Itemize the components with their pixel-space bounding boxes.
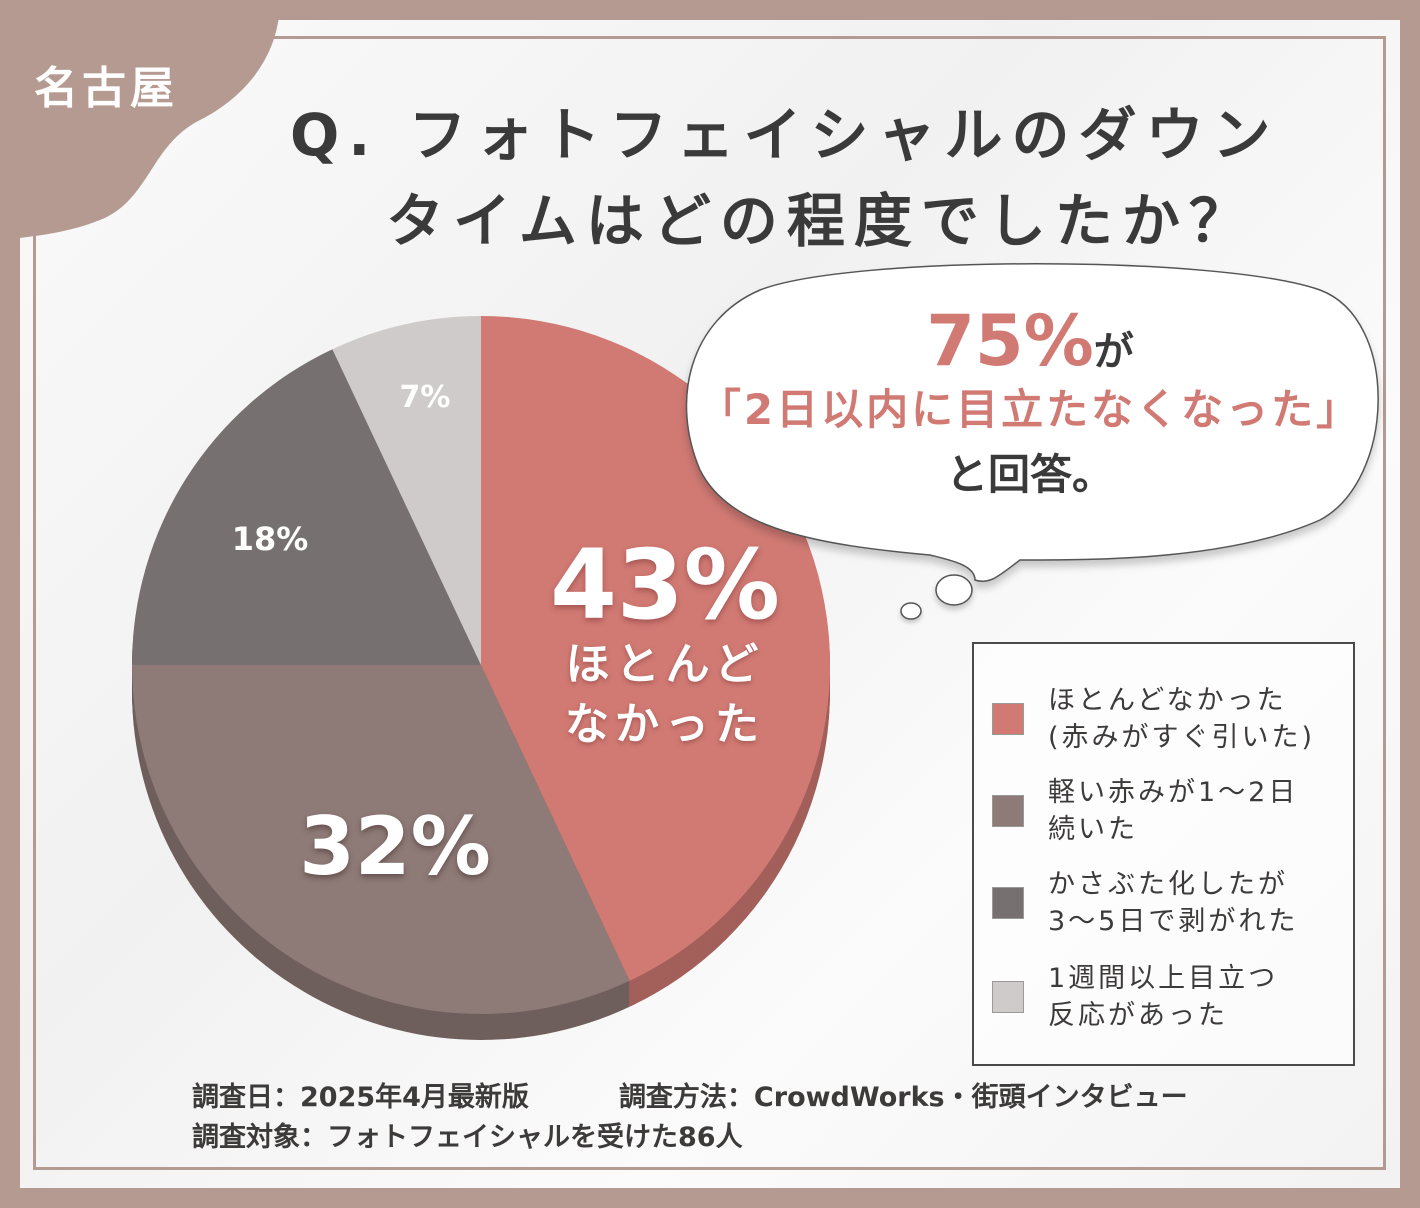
callout-answer: と回答。	[945, 450, 1114, 499]
slice-label-7: 7%	[399, 380, 451, 415]
slice-inner-label-43: ほとんど なかった	[565, 639, 765, 750]
legend-swatch	[992, 981, 1024, 1013]
survey-date: 調査日：2025年4月最新版	[192, 1082, 529, 1113]
survey-method: 調査方法：CrowdWorks・街頭インタビュー	[618, 1082, 1188, 1113]
slice-label-32: 32%	[299, 800, 491, 893]
legend-label: 軽い赤みが1〜2日 続いた	[1048, 777, 1299, 845]
legend-label: ほとんどなかった (赤みがすぐ引いた)	[1048, 685, 1316, 753]
slice-percent-43: 43%	[550, 529, 780, 641]
title-line-2: タイムはどの程度でしたか？	[386, 187, 1256, 255]
legend-label: かさぶた化したが 3〜5日で剥がれた	[1048, 869, 1299, 937]
legend-swatch	[992, 887, 1024, 919]
city-badge: 名古屋	[34, 63, 178, 114]
legend-item: 1週間以上目立つ 反応があった	[992, 960, 1278, 1034]
pie-slice-32	[132, 665, 630, 1015]
slice-label-43: 43% ほとんど なかった	[540, 535, 790, 755]
legend-label: 1週間以上目立つ 反応があった	[1048, 963, 1279, 1031]
city-badge-shape	[0, 0, 280, 240]
survey-target: 調査対象：フォトフェイシャルを受けた86人	[192, 1122, 743, 1153]
legend-item: かさぶた化したが 3〜5日で剥がれた	[992, 866, 1298, 940]
slice-label-18: 18%	[231, 520, 309, 558]
callout-quote: 「2日以内に目立たなくなった」	[698, 385, 1362, 434]
survey-info: 調査日：2025年4月最新版 調査方法：CrowdWorks・街頭インタビュー 調…	[192, 1078, 1278, 1158]
legend: ほとんどなかった (赤みがすぐ引いた) 軽い赤みが1〜2日 続いた かさぶた化し…	[972, 642, 1355, 1066]
legend-item: 軽い赤みが1〜2日 続いた	[992, 774, 1298, 848]
title-line-1: Q. フォトフェイシャルのダウン	[290, 101, 1280, 169]
callout-percent: 75%	[926, 300, 1094, 382]
frame-border	[33, 36, 1386, 1170]
page-title: Q. フォトフェイシャルのダウン タイムはどの程度でしたか？	[290, 92, 1280, 264]
legend-swatch	[992, 703, 1024, 735]
pie-slice-7	[332, 316, 481, 665]
pie-slice-18	[132, 349, 481, 665]
callout-suffix: が	[1093, 329, 1134, 375]
legend-item: ほとんどなかった (赤みがすぐ引いた)	[992, 682, 1315, 756]
legend-swatch	[992, 795, 1024, 827]
callout-text: 75%が 「2日以内に目立たなくなった」 と回答。	[690, 300, 1370, 502]
